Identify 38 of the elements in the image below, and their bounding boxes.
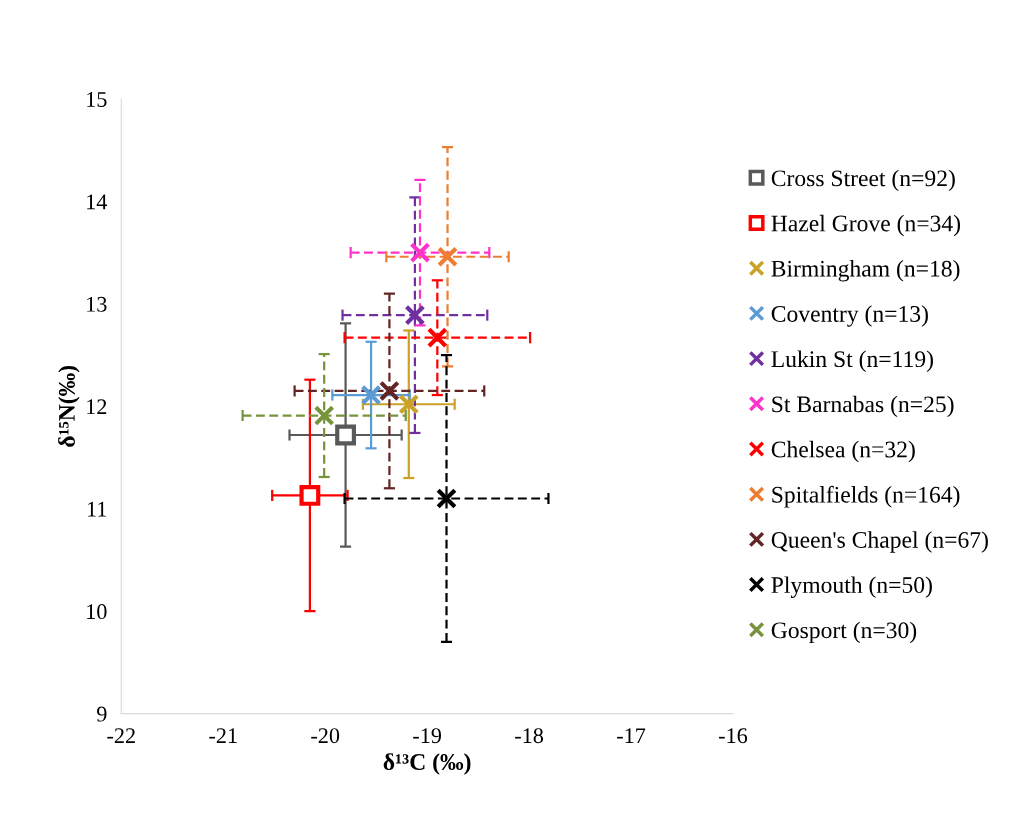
y-tick-label: 13 — [87, 296, 107, 312]
y-tick-label: 10 — [87, 604, 107, 620]
y-tick-label: 9 — [97, 706, 107, 722]
legend-label: Spitalfields (n=164) — [772, 485, 960, 508]
legend-label: St Barnabas (n=25) — [772, 395, 954, 418]
x-tick-label: -21 — [209, 728, 237, 743]
legend-label: Coventry (n=13) — [771, 305, 928, 327]
point — [378, 380, 400, 402]
point — [409, 242, 431, 264]
x-axis-title: δ¹³C (‰) — [383, 753, 471, 775]
point — [299, 485, 321, 506]
point — [313, 405, 335, 426]
legend-label: Lukin St (n=119) — [771, 350, 933, 372]
x-tick-label: -18 — [515, 728, 544, 744]
legend-label: Gosport (n=30) — [771, 621, 917, 644]
point — [404, 304, 426, 326]
legend-label: Queen's Chapel (n=67) — [771, 531, 988, 553]
point — [335, 424, 356, 446]
point — [398, 393, 420, 415]
x-tick-label: -19 — [413, 728, 442, 744]
point — [426, 327, 448, 349]
y-tick-label: 15 — [87, 92, 107, 107]
point — [437, 246, 458, 268]
legend-label: Birmingham (n=18) — [771, 260, 960, 282]
y-tick-label: 11 — [87, 501, 107, 517]
x-tick-label: -16 — [718, 728, 748, 744]
point — [436, 488, 457, 509]
point — [360, 384, 382, 406]
x-tick-label: -17 — [617, 728, 646, 743]
legend-label: Cross Street (n=92) — [771, 169, 955, 192]
x-tick-label: -20 — [311, 728, 340, 744]
legend-label: Plymouth (n=50) — [771, 576, 932, 598]
y-tick-label: 14 — [87, 194, 108, 210]
legend-label: Hazel Grove (n=34) — [771, 214, 961, 237]
legend-label: Chelsea (n=32) — [771, 440, 915, 463]
x-tick-label: -22 — [107, 728, 135, 743]
y-axis-title: δ¹⁵N(‰) — [58, 365, 80, 447]
y-tick-label: 12 — [87, 399, 107, 415]
